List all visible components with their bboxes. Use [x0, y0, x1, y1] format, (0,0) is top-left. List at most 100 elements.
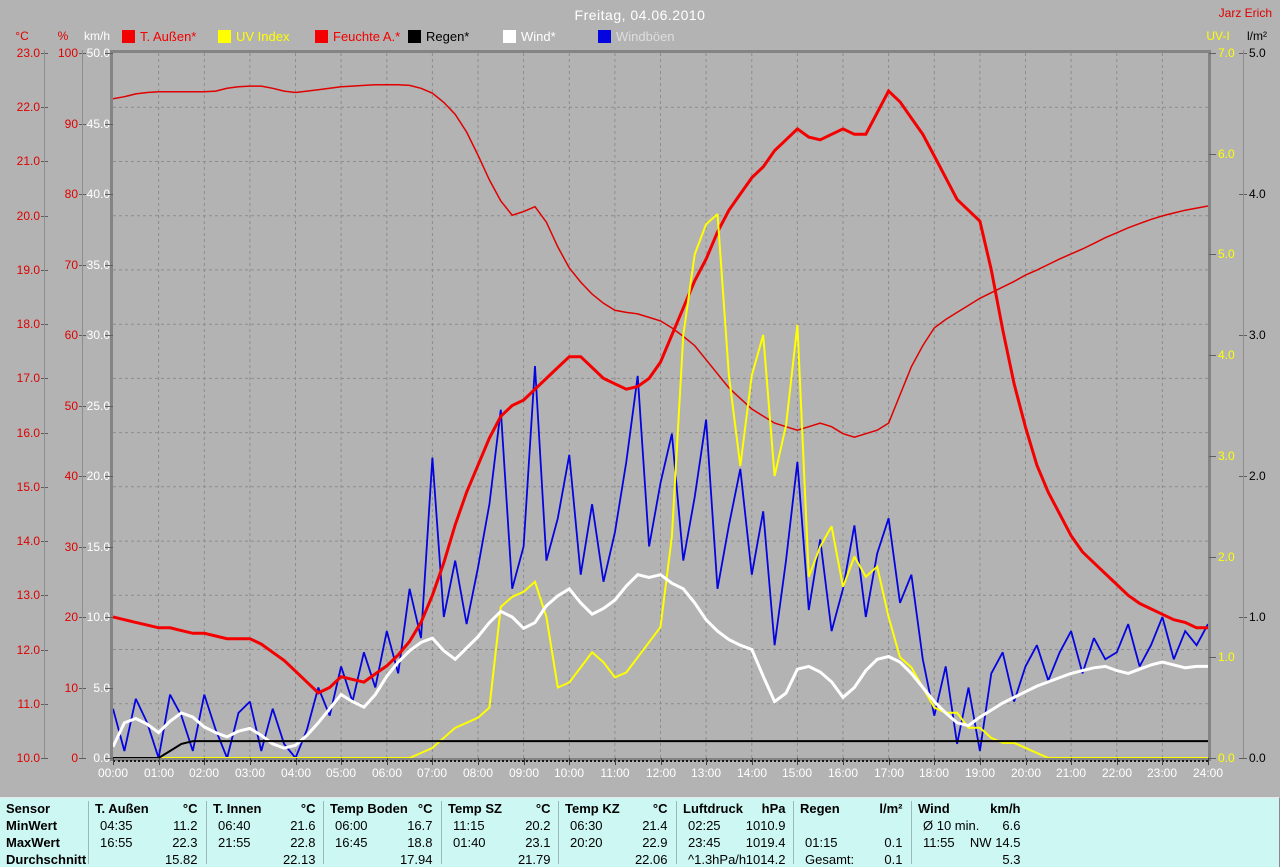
- legend-label-3: Feuchte A.*: [333, 29, 401, 44]
- table-cell-value: 23.1: [525, 835, 551, 850]
- uv-axis-tick-mark: [1209, 53, 1216, 54]
- x-axis-tick-label: 01:00: [143, 766, 175, 780]
- table-col-divider: [558, 801, 559, 864]
- x-axis-tick-mark: [1026, 758, 1027, 765]
- x-axis-tick-label: 10:00: [553, 766, 585, 780]
- x-axis-tick-label: 00:00: [97, 766, 129, 780]
- wind-axis-tick-mark: [105, 53, 113, 54]
- x-axis-tick-mark: [113, 758, 114, 765]
- humidity-axis-line: [82, 50, 83, 758]
- weather-chart: [113, 53, 1208, 758]
- rain-axis-tick-label: 5.0: [1249, 46, 1266, 60]
- uv-axis-tick-label: 4.0: [1218, 348, 1235, 362]
- x-axis-tick-mark: [341, 758, 342, 765]
- right-axis-header-2: l/m²: [1247, 29, 1267, 43]
- wind-axis-tick-mark: [105, 124, 113, 125]
- x-axis-tick-label: 09:00: [508, 766, 540, 780]
- wind-axis-tick-mark: [105, 688, 113, 689]
- series-line-regen: [113, 740, 1208, 758]
- uv-axis-tick-mark: [1209, 657, 1216, 658]
- temp-axis-tick-label: 21.0: [16, 154, 40, 168]
- table-cell-time: 06:40: [218, 818, 251, 833]
- table-cell-time: 11:55: [923, 835, 955, 850]
- x-axis-tick-label: 15:00: [781, 766, 813, 780]
- table-col-name: Temp KZ: [565, 801, 620, 816]
- legend-label-4: Regen*: [426, 29, 470, 44]
- x-axis-tick-label: 22:00: [1101, 766, 1133, 780]
- uv-axis-tick-mark: [1209, 154, 1216, 155]
- uv-axis-tick-mark: [1209, 254, 1216, 255]
- sensor-stats-table: Sensor MinWert MaxWert Durchschnitt T. Außen…: [0, 797, 1280, 867]
- table-row-label: Sensor: [6, 801, 51, 816]
- uv-axis-tick-label: 2.0: [1218, 550, 1235, 564]
- table-cell-value: 0.1: [884, 835, 903, 850]
- table-col-divider: [676, 801, 677, 864]
- temp-axis-tick-mark: [41, 758, 48, 759]
- table-cell-value: 1014.2: [745, 852, 786, 867]
- x-axis-tick-mark: [980, 758, 981, 765]
- x-axis-tick-label: 21:00: [1055, 766, 1087, 780]
- x-axis-tick-mark: [204, 758, 205, 765]
- table-cell-time: 01:40: [453, 835, 486, 850]
- x-axis-tick-mark: [569, 758, 570, 765]
- temp-axis-tick-label: 14.0: [16, 534, 40, 548]
- wind-axis-tick-label: 20.0: [86, 469, 110, 483]
- table-cell-time: 16:55: [100, 835, 133, 850]
- table-row-label: MinWert: [6, 818, 58, 833]
- rain-axis-tick-label: 4.0: [1249, 187, 1266, 201]
- temp-axis-tick-label: 17.0: [16, 371, 40, 385]
- x-axis-tick-mark: [889, 758, 890, 765]
- temp-axis-tick-label: 18.0: [16, 317, 40, 331]
- x-axis-tick-mark: [478, 758, 479, 765]
- table-cell-value: 18.8: [407, 835, 433, 850]
- table-col-divider: [911, 801, 912, 864]
- table-cell-time: 23:45: [688, 835, 721, 850]
- table-col-divider: [441, 801, 442, 864]
- gridlines: [113, 53, 1208, 758]
- table-col-divider: [88, 801, 89, 864]
- zero-baseline-dotted: [113, 760, 1208, 762]
- x-axis-tick-mark: [752, 758, 753, 765]
- x-axis-tick-mark: [1071, 758, 1072, 765]
- x-axis-tick-mark: [159, 758, 160, 765]
- table-cell-time: ^1.3hPa/h: [688, 852, 747, 867]
- x-axis-tick-mark: [797, 758, 798, 765]
- table-cell-value: 21.6: [290, 818, 316, 833]
- table-col-name: Temp SZ: [448, 801, 502, 816]
- table-cell-time: 16:45: [335, 835, 368, 850]
- right-axis-header-1: UV-I: [1206, 29, 1230, 43]
- x-axis-tick-label: 14:00: [736, 766, 768, 780]
- wind-axis-tick-mark: [105, 335, 113, 336]
- table-col-name: T. Innen: [213, 801, 262, 816]
- x-axis-tick-mark: [615, 758, 616, 765]
- series-line-windb-en: [113, 365, 1208, 758]
- wind-axis-tick-label: 10.0: [86, 610, 110, 624]
- table-cell-value: NW 14.5: [969, 835, 1021, 850]
- x-axis-tick-mark: [934, 758, 935, 765]
- table-col-unit: °C: [182, 801, 198, 816]
- table-col-unit: km/h: [990, 801, 1021, 816]
- legend-label-2: UV Index: [236, 29, 290, 44]
- uv-axis-tick-label: 5.0: [1218, 247, 1235, 261]
- x-axis-tick-label: 02:00: [188, 766, 220, 780]
- humidity-axis-tick-label: 30: [64, 540, 78, 554]
- table-cell-time: 02:25: [688, 818, 721, 833]
- humidity-axis-tick-label: 100: [57, 46, 78, 60]
- table-row-label: Durchschnitt: [6, 852, 87, 867]
- x-axis-tick-label: 04:00: [280, 766, 312, 780]
- legend-swatch-3: [315, 30, 328, 43]
- legend-swatch-4: [408, 30, 421, 43]
- table-cell-value: 15.82: [164, 852, 198, 867]
- uv-axis-tick-mark: [1209, 355, 1216, 356]
- wind-axis-tick-mark: [105, 758, 113, 759]
- temp-axis-tick-label: 19.0: [16, 263, 40, 277]
- rain-axis-tick-mark: [1239, 758, 1247, 759]
- temp-axis-tick-label: 23.0: [16, 46, 40, 60]
- table-cell-value: 11.2: [173, 818, 198, 833]
- table-cell-value: 20.2: [525, 818, 551, 833]
- left-axis-header-3: km/h: [83, 29, 110, 43]
- table-col-name: Regen: [800, 801, 840, 816]
- wind-axis-tick-label: 0.0: [93, 751, 110, 765]
- x-axis-tick-mark: [1162, 758, 1163, 765]
- series-line-wind: [113, 573, 1208, 750]
